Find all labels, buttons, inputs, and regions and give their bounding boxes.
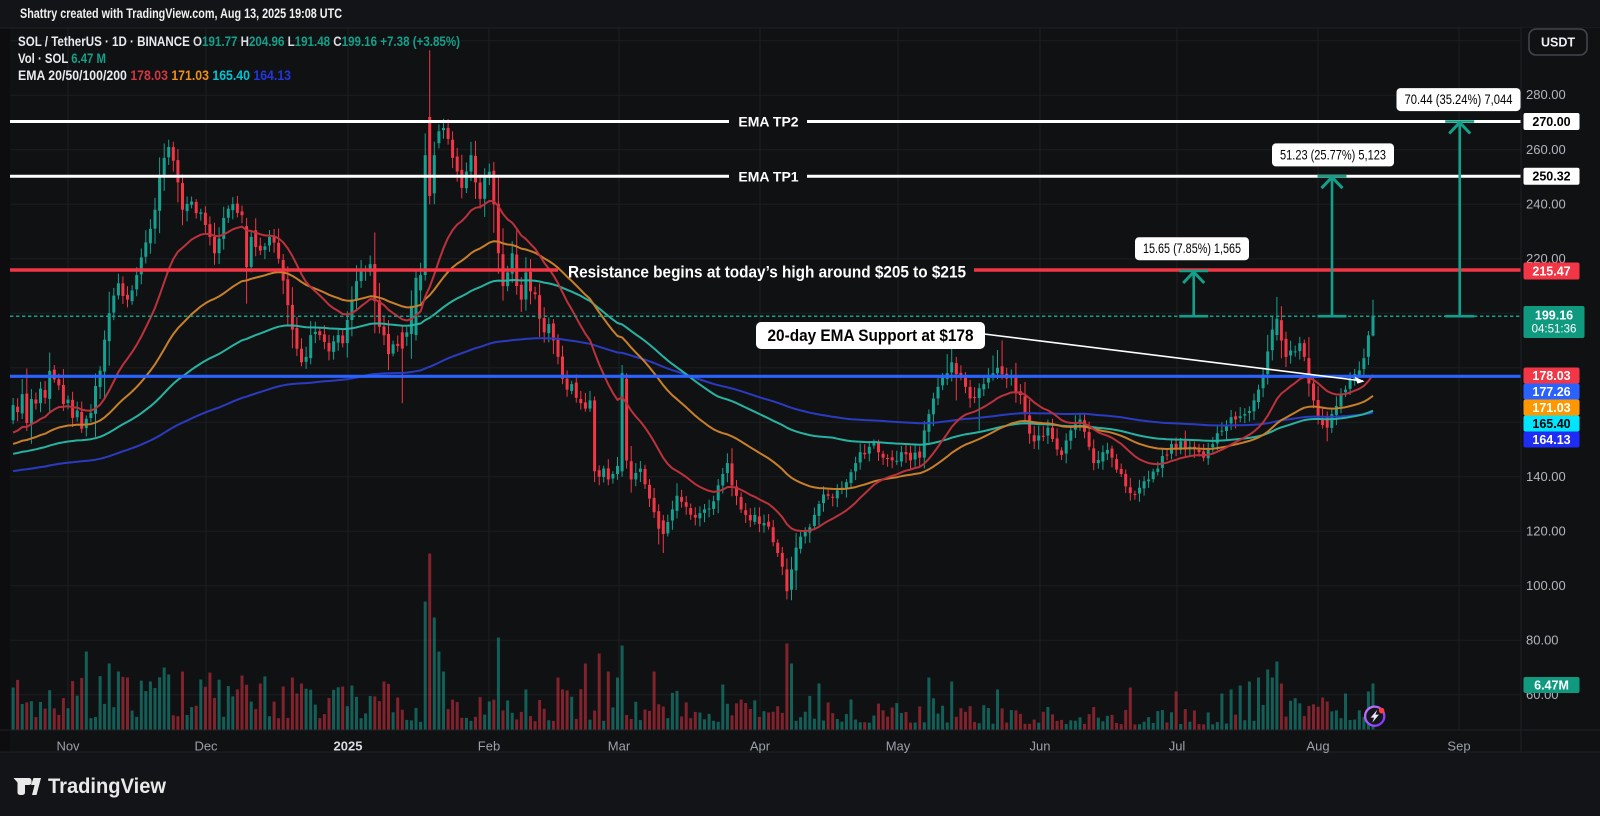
svg-text:Shattry created with TradingVi: Shattry created with TradingView.com, Au… (20, 6, 342, 21)
svg-text:Resistance begins at today’s h: Resistance begins at today’s high around… (568, 263, 966, 281)
svg-text:EMA 20/50/100/200 178.03 171.: EMA 20/50/100/200 178.03 171.03 165.40 1… (18, 68, 291, 83)
svg-text:199.16: 199.16 (1535, 309, 1573, 323)
svg-text:250.32: 250.32 (1532, 170, 1570, 184)
svg-text:Sep: Sep (1447, 739, 1470, 754)
svg-text:178.03: 178.03 (1532, 369, 1570, 383)
svg-text:270.00: 270.00 (1532, 115, 1570, 129)
svg-text:USDT: USDT (1541, 36, 1575, 50)
svg-text:Vol · SOL 6.47 M: Vol · SOL 6.47 M (18, 51, 106, 66)
svg-text:TradingView: TradingView (48, 774, 166, 798)
svg-text:SOL / TetherUS · 1D · BINANCE: SOL / TetherUS · 1D · BINANCE O191.77 H2… (18, 34, 460, 49)
svg-text:171.03: 171.03 (1532, 401, 1570, 415)
svg-text:Mar: Mar (608, 739, 631, 754)
svg-text:Apr: Apr (750, 739, 771, 754)
svg-text:215.47: 215.47 (1532, 265, 1570, 279)
svg-text:80.00: 80.00 (1526, 633, 1559, 648)
svg-text:Jul: Jul (1169, 739, 1186, 754)
svg-text:220.00: 220.00 (1526, 251, 1566, 266)
svg-text:280.00: 280.00 (1526, 87, 1566, 102)
svg-text:EMA TP1: EMA TP1 (738, 168, 798, 184)
svg-text:Dec: Dec (194, 739, 218, 754)
svg-text:2025: 2025 (334, 739, 363, 754)
svg-text:Nov: Nov (56, 739, 80, 754)
svg-text:04:51:36: 04:51:36 (1532, 324, 1577, 336)
svg-text:100.00: 100.00 (1526, 578, 1566, 593)
svg-text:May: May (886, 739, 911, 754)
svg-text:165.40: 165.40 (1532, 417, 1570, 431)
svg-text:Aug: Aug (1306, 739, 1329, 754)
svg-text:164.13: 164.13 (1532, 433, 1570, 447)
svg-text:15.65 (7.85%) 1,565: 15.65 (7.85%) 1,565 (1143, 241, 1241, 256)
svg-text:260.00: 260.00 (1526, 142, 1566, 157)
svg-text:Feb: Feb (478, 739, 500, 754)
svg-text:140.00: 140.00 (1526, 469, 1566, 484)
svg-text:Jun: Jun (1030, 739, 1051, 754)
svg-text:6.47M: 6.47M (1534, 679, 1569, 693)
svg-text:177.26: 177.26 (1532, 385, 1570, 399)
svg-text:240.00: 240.00 (1526, 197, 1566, 212)
svg-text:120.00: 120.00 (1526, 524, 1566, 539)
svg-text:70.44 (35.24%) 7,044: 70.44 (35.24%) 7,044 (1405, 92, 1513, 107)
svg-text:20-day EMA Support at $178: 20-day EMA Support at $178 (768, 327, 974, 345)
svg-text:51.23 (25.77%) 5,123: 51.23 (25.77%) 5,123 (1280, 147, 1386, 162)
svg-text:EMA TP2: EMA TP2 (738, 114, 798, 130)
